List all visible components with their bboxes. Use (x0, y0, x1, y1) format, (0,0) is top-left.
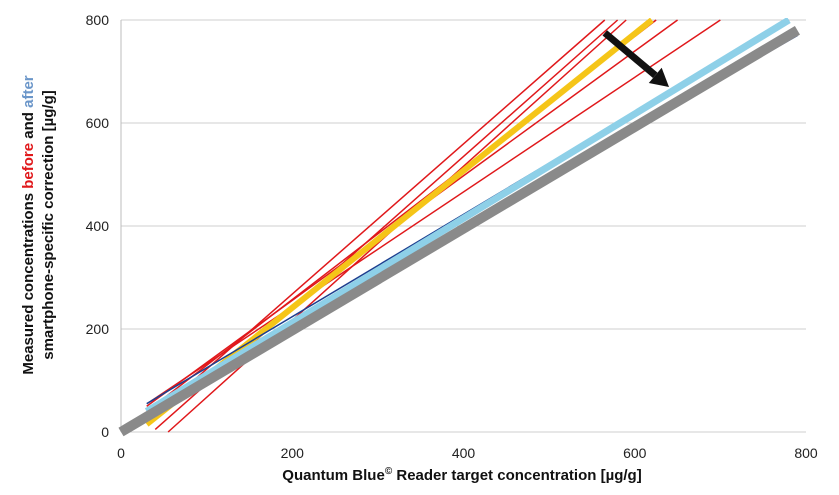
y-axis-title-line1: Measured concentrations before and after (20, 75, 37, 374)
x-axis-title-main: Quantum Blue (282, 467, 385, 484)
series-line-5 (150, 19, 721, 402)
y-axis-title-segment-2: and (20, 108, 37, 143)
y-axis-title-segment-1: before (20, 143, 37, 189)
y-axis-title-line2: smartphone-specific correction [µg/g] (40, 90, 57, 360)
x-tick-label-1: 200 (281, 445, 305, 461)
y-axis-title-segment-3: after (20, 75, 37, 108)
series-line-9 (144, 18, 791, 415)
annotations (602, 30, 669, 87)
x-tick-label-3: 600 (623, 445, 647, 461)
y-tick-label-2: 400 (86, 218, 110, 234)
x-tick-label-4: 800 (794, 445, 818, 461)
x-axis-title-rest: Reader target concentration [µg/g] (392, 467, 642, 484)
x-axis-title: Quantum Blue© Reader target concentratio… (282, 466, 641, 484)
y-tick-label-4: 800 (86, 12, 110, 28)
x-axis-title-sup: © (385, 466, 393, 477)
y-axis-title: Measured concentrations before and after… (20, 75, 57, 374)
series-lines (118, 18, 800, 437)
y-axis-title-segment-0: Measured concentrations (20, 189, 37, 375)
y-tick-label-0: 0 (101, 424, 109, 440)
series-line-0 (146, 19, 606, 423)
y-tick-label-3: 600 (86, 115, 110, 131)
x-tick-label-0: 0 (117, 445, 125, 461)
series-line-10 (118, 26, 800, 437)
tick-labels: 0 200 400 600 800 0 200 400 600 800 (86, 12, 818, 461)
x-tick-label-2: 400 (452, 445, 476, 461)
arrow-annotation-shaft-0 (602, 30, 658, 79)
arrow-annotation-head-0 (648, 67, 669, 87)
y-tick-label-1: 200 (86, 321, 110, 337)
